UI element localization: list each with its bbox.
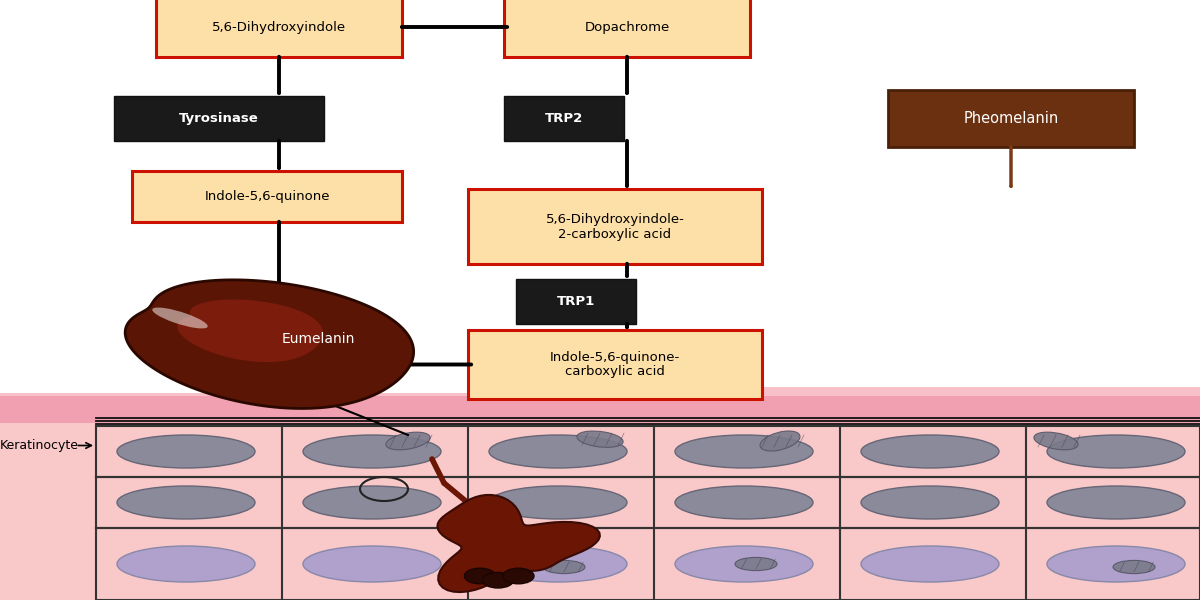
Ellipse shape xyxy=(302,435,442,468)
Ellipse shape xyxy=(302,546,442,582)
FancyBboxPatch shape xyxy=(888,90,1134,147)
PathPatch shape xyxy=(178,299,323,362)
Text: TRP2: TRP2 xyxy=(545,112,583,125)
Text: TRP1: TRP1 xyxy=(557,295,595,308)
Text: 5,6-Dihydroxyindole-
2-carboxylic acid: 5,6-Dihydroxyindole- 2-carboxylic acid xyxy=(546,212,684,241)
Ellipse shape xyxy=(490,486,628,519)
FancyBboxPatch shape xyxy=(504,0,750,57)
Text: Tyrosinase: Tyrosinase xyxy=(179,112,259,125)
Circle shape xyxy=(503,568,534,584)
FancyBboxPatch shape xyxy=(468,330,762,399)
Bar xyxy=(0,423,1200,600)
FancyBboxPatch shape xyxy=(516,279,636,324)
Ellipse shape xyxy=(862,435,998,468)
FancyBboxPatch shape xyxy=(504,96,624,141)
Ellipse shape xyxy=(674,546,814,582)
Ellipse shape xyxy=(1046,486,1186,519)
Ellipse shape xyxy=(674,486,814,519)
Text: Indole-5,6-quinone-
carboxylic acid: Indole-5,6-quinone- carboxylic acid xyxy=(550,350,680,379)
Ellipse shape xyxy=(862,546,998,582)
FancyBboxPatch shape xyxy=(156,0,402,57)
Bar xyxy=(480,387,1200,420)
Bar xyxy=(0,396,1200,438)
Ellipse shape xyxy=(760,431,800,451)
Ellipse shape xyxy=(118,546,256,582)
Ellipse shape xyxy=(490,435,628,468)
Ellipse shape xyxy=(118,435,256,468)
Ellipse shape xyxy=(152,308,208,328)
PathPatch shape xyxy=(438,495,600,592)
Bar xyxy=(0,393,504,417)
Text: Eumelanin: Eumelanin xyxy=(282,332,355,346)
Text: Dopachrome: Dopachrome xyxy=(584,20,670,34)
Ellipse shape xyxy=(118,486,256,519)
Ellipse shape xyxy=(302,486,442,519)
Ellipse shape xyxy=(862,486,998,519)
Ellipse shape xyxy=(1034,432,1078,450)
Ellipse shape xyxy=(734,557,778,571)
Ellipse shape xyxy=(1114,560,1154,574)
Circle shape xyxy=(482,572,514,588)
Text: Indole-5,6-quinone: Indole-5,6-quinone xyxy=(204,190,330,203)
Text: Pheomelanin: Pheomelanin xyxy=(964,111,1058,126)
Circle shape xyxy=(464,568,496,584)
Ellipse shape xyxy=(386,432,430,450)
FancyBboxPatch shape xyxy=(114,96,324,141)
FancyBboxPatch shape xyxy=(468,189,762,264)
Ellipse shape xyxy=(577,431,623,448)
Ellipse shape xyxy=(1046,435,1186,468)
Ellipse shape xyxy=(490,546,628,582)
Text: Keratinocyte: Keratinocyte xyxy=(0,439,79,452)
PathPatch shape xyxy=(125,280,414,409)
Ellipse shape xyxy=(674,435,814,468)
Text: 5,6-Dihydroxyindole: 5,6-Dihydroxyindole xyxy=(212,20,346,34)
Ellipse shape xyxy=(542,560,586,574)
FancyBboxPatch shape xyxy=(132,171,402,222)
Ellipse shape xyxy=(1046,546,1186,582)
